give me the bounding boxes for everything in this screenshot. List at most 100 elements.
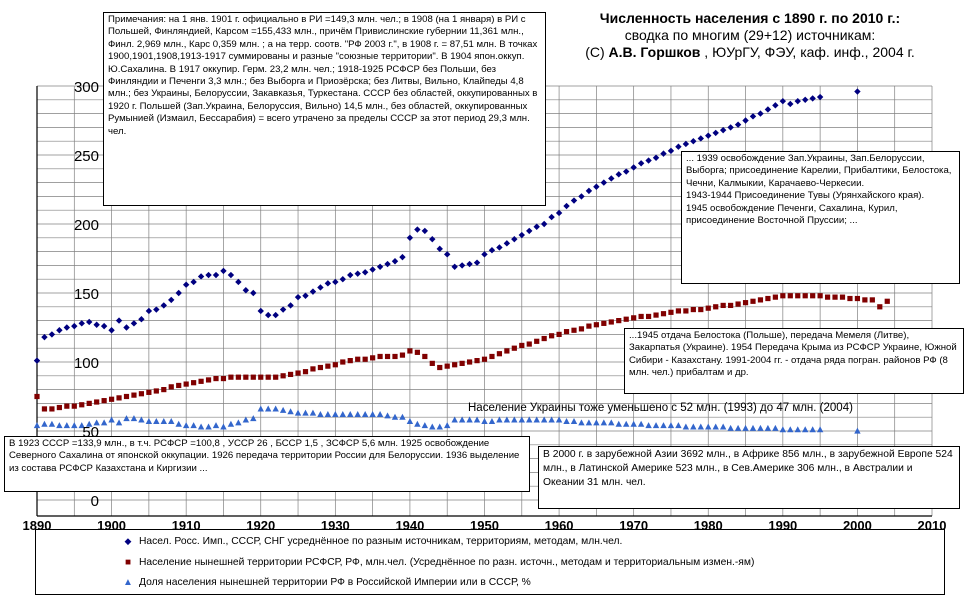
data-point-square: [735, 301, 741, 307]
title-line-2: сводка по многим (29+12) источникам:: [624, 27, 876, 43]
data-point-square: [258, 374, 264, 380]
data-point-square: [481, 356, 488, 362]
data-point-triangle: [608, 419, 615, 426]
data-point-square: [49, 406, 55, 412]
data-point-square: [332, 362, 338, 368]
data-point-triangle: [585, 419, 593, 426]
data-point-diamond: [675, 143, 682, 150]
data-point-triangle: [93, 419, 100, 426]
data-point-square: [720, 302, 726, 309]
data-point-square: [452, 362, 458, 368]
data-point-square: [161, 387, 167, 393]
data-point-square: [56, 404, 62, 411]
data-point-diamond: [138, 316, 145, 323]
data-point-triangle: [227, 420, 235, 427]
data-point-square: [511, 345, 517, 351]
data-point-triangle: [749, 424, 757, 431]
data-point-diamond: [682, 140, 690, 148]
data-point-diamond: [518, 231, 525, 239]
data-point-diamond: [63, 324, 71, 331]
data-point-triangle: [309, 409, 317, 416]
data-point-diamond: [48, 331, 56, 338]
data-point-square: [750, 298, 756, 304]
data-point-square: [86, 400, 92, 406]
data-point-diamond: [667, 147, 675, 155]
data-point-triangle: [182, 422, 190, 429]
data-point-diamond: [354, 270, 361, 277]
data-point-diamond: [33, 357, 41, 364]
data-point-diamond: [458, 262, 466, 269]
data-point-triangle: [466, 416, 473, 423]
data-point-square: [459, 360, 465, 366]
data-point-triangle: [257, 405, 264, 412]
data-point-triangle: [652, 422, 660, 429]
data-point-square: [563, 329, 570, 335]
data-point-square: [645, 313, 652, 320]
note-1923: В 1923 СССР =133,9 млн., в т.ч. РСФСР =1…: [4, 436, 530, 492]
data-point-diamond: [56, 327, 63, 334]
data-point-triangle: [563, 417, 570, 424]
data-point-square: [877, 304, 883, 310]
data-point-diamond: [257, 307, 264, 315]
data-point-square: [586, 323, 592, 329]
data-point-triangle: [503, 416, 511, 423]
data-point-triangle: [354, 411, 361, 418]
data-point-triangle: [675, 422, 682, 429]
data-point-diamond: [376, 263, 384, 270]
data-point-square: [437, 364, 443, 371]
data-point-diamond: [540, 220, 548, 228]
legend-item-s3: ▲ Доля населения нынешней территории РФ в…: [121, 577, 531, 588]
data-point-square: [370, 355, 376, 361]
data-point-square: [191, 380, 197, 386]
data-point-square: [504, 348, 510, 354]
data-point-square: [616, 318, 622, 324]
y-tick-label: 200: [74, 217, 99, 234]
data-point-square: [422, 353, 428, 360]
data-point-diamond: [802, 96, 809, 103]
data-point-square: [235, 374, 241, 380]
data-point-square: [854, 295, 861, 302]
data-point-triangle: [145, 417, 153, 424]
data-point-square: [526, 341, 532, 347]
data-point-square: [414, 349, 420, 355]
data-point-triangle: [518, 416, 525, 423]
data-point-diamond: [779, 97, 787, 105]
data-point-square: [742, 300, 749, 306]
data-point-diamond: [570, 197, 578, 204]
data-point-triangle: [339, 411, 346, 418]
data-point-triangle: [294, 409, 302, 416]
legend-label-s2: Население нынешней территории РСФСР, РФ,…: [139, 557, 755, 568]
data-point-triangle: [802, 426, 809, 433]
data-point-triangle: [48, 420, 56, 427]
data-point-triangle: [130, 415, 138, 422]
data-point-diamond: [719, 126, 727, 134]
data-point-diamond: [764, 106, 772, 113]
data-point-triangle: [772, 424, 779, 431]
data-point-diamond: [317, 284, 324, 291]
data-point-diamond: [78, 320, 85, 327]
data-point-square: [362, 356, 368, 362]
data-point-square: [638, 313, 644, 320]
data-point-square: [608, 319, 614, 325]
data-point-diamond: [563, 202, 570, 210]
note-top-left: Примечания: на 1 янв. 1901 г. официально…: [103, 12, 546, 206]
data-point-diamond: [235, 278, 242, 286]
data-point-square: [698, 306, 704, 313]
data-point-square: [295, 370, 301, 376]
data-point-square: [34, 393, 40, 400]
data-point-square: [817, 293, 823, 299]
data-point-triangle: [414, 420, 421, 427]
data-point-triangle: [56, 422, 63, 429]
data-point-diamond: [93, 321, 100, 328]
legend-item-s1: ◆ Насел. Росс. Имп., СССР, СНГ усреднённо…: [121, 536, 623, 547]
data-point-square: [355, 356, 361, 362]
data-point-diamond: [526, 227, 533, 235]
data-point-square: [131, 392, 137, 398]
data-point-diamond: [787, 100, 794, 108]
data-point-square: [631, 315, 637, 321]
data-point-triangle: [794, 426, 801, 433]
data-point-square: [787, 293, 793, 299]
data-point-triangle: [660, 422, 667, 429]
data-point-square: [79, 402, 85, 408]
y-tick-label: 250: [74, 148, 99, 165]
